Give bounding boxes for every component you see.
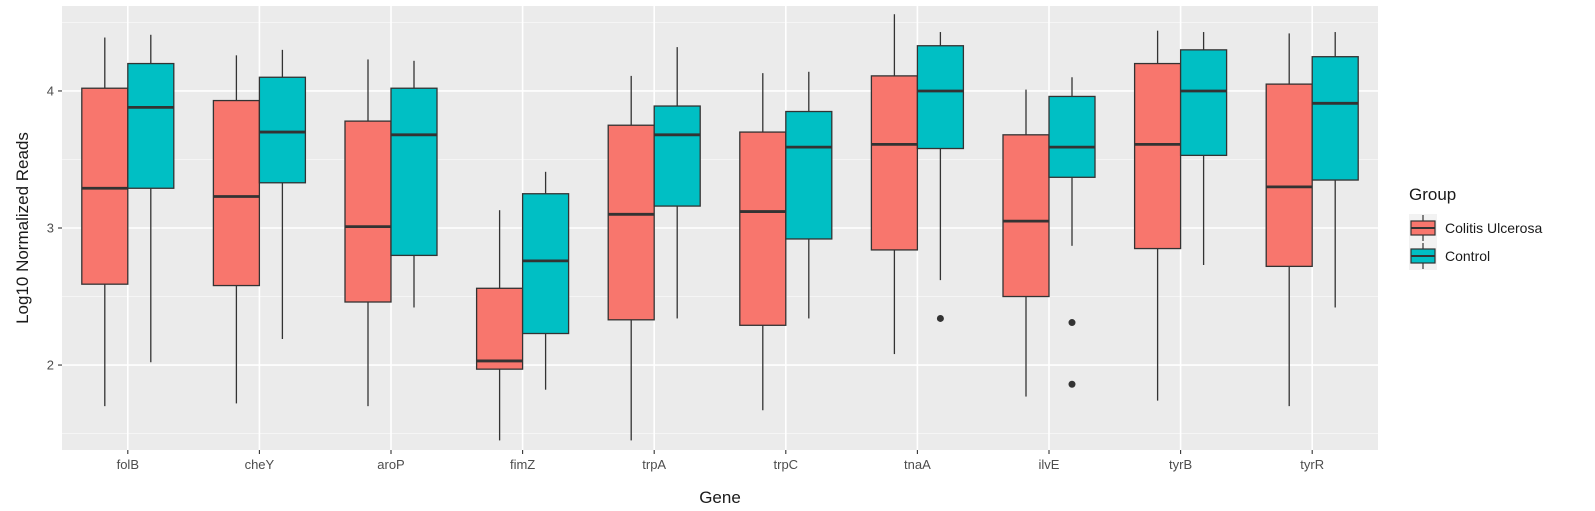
box-trpC-colitis-ulcerosa [739, 73, 787, 411]
box-trpA-colitis-ulcerosa [607, 75, 655, 441]
box-body [653, 105, 701, 207]
legend-item: Control [1409, 242, 1490, 270]
box-trpC-control [785, 71, 833, 319]
y-tick-label: 2 [47, 358, 54, 373]
box-body [81, 87, 129, 285]
outlier-point [1068, 319, 1076, 327]
x-tick-label: ilvE [1039, 457, 1060, 472]
y-tick-label: 3 [47, 221, 54, 236]
legend-title: Group [1409, 185, 1456, 204]
box-body [1002, 134, 1050, 298]
box-body [475, 287, 524, 370]
box-ilvE-control [1048, 77, 1096, 388]
box-tnaA-control [916, 32, 965, 322]
outlier-point [936, 314, 944, 322]
box-tyrB-control [1179, 32, 1228, 265]
x-tick-label: tnaA [904, 457, 931, 472]
box-cheY-control [258, 49, 307, 339]
box-body [212, 99, 261, 287]
box-body [1265, 83, 1313, 268]
box-fimZ-control [521, 171, 570, 390]
box-body [607, 124, 655, 321]
x-tick-label: fimZ [510, 457, 535, 472]
x-tick-label: folB [117, 457, 139, 472]
box-body [916, 45, 965, 150]
box-body [258, 76, 307, 184]
box-aroP-colitis-ulcerosa [344, 59, 392, 407]
x-tick-label: tyrR [1300, 457, 1324, 472]
legend-label: Colitis Ulcerosa [1445, 220, 1542, 236]
box-body [739, 131, 787, 326]
box-body [1133, 62, 1182, 250]
outlier-point [1068, 380, 1076, 388]
box-tnaA-colitis-ulcerosa [870, 14, 919, 355]
x-tick-label: cheY [245, 457, 275, 472]
box-body [390, 87, 438, 257]
box-aroP-control [390, 60, 438, 308]
box-trpA-control [653, 47, 701, 319]
box-body [1311, 56, 1359, 181]
legend: Group Colitis Ulcerosa Control [1409, 185, 1542, 270]
box-body [1179, 49, 1228, 157]
box-layer [81, 14, 1359, 441]
axis-layer: 2 3 4 folB cheY aroP fimZ trpA trpC tnaA ilvE tyrB t… [47, 83, 1324, 472]
x-tick-label: aroP [377, 457, 404, 472]
box-body [1048, 95, 1096, 178]
y-axis-title: Log10 Normalized Reads [13, 132, 32, 324]
x-tick-label: trpC [774, 457, 799, 472]
box-body [870, 75, 919, 251]
legend-label: Control [1445, 248, 1490, 264]
x-tick-label: trpA [642, 457, 666, 472]
box-folB-colitis-ulcerosa [81, 37, 129, 407]
box-body [344, 120, 392, 303]
y-tick-label: 4 [47, 83, 54, 98]
x-axis-title: Gene [699, 488, 741, 507]
box-tyrB-colitis-ulcerosa [1133, 30, 1182, 401]
box-body [785, 110, 833, 240]
box-cheY-colitis-ulcerosa [212, 55, 261, 404]
box-body [127, 62, 175, 189]
box-folB-control [127, 34, 175, 363]
box-tyrR-control [1311, 32, 1359, 308]
legend-item: Colitis Ulcerosa [1409, 214, 1542, 242]
box-tyrR-colitis-ulcerosa [1265, 33, 1313, 407]
x-tick-label: tyrB [1169, 457, 1192, 472]
box-ilvE-colitis-ulcerosa [1002, 89, 1050, 397]
box-body [521, 193, 570, 335]
